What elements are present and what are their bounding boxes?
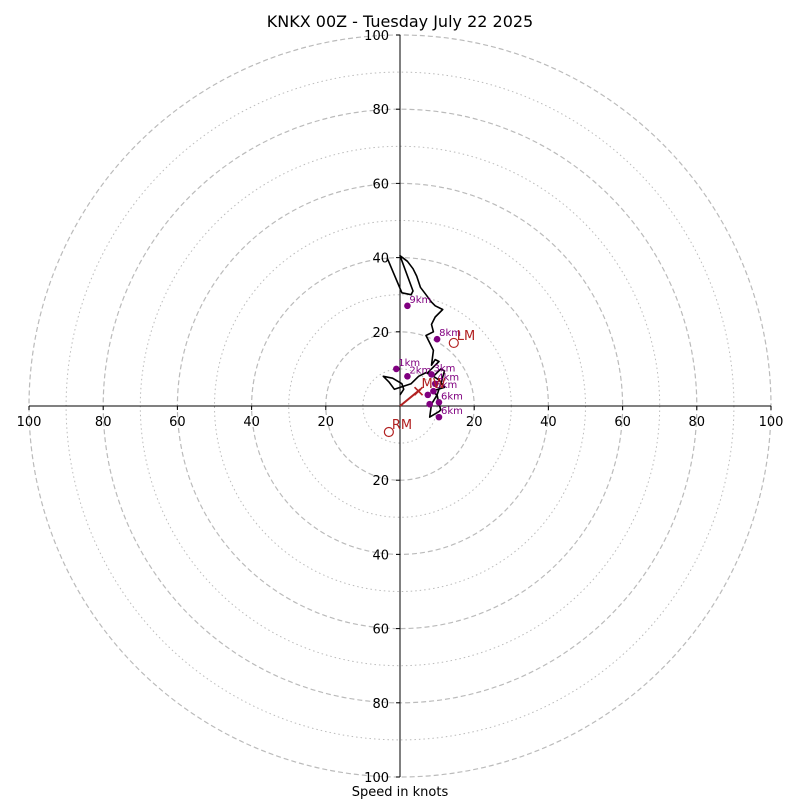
y-tick-label: 100: [364, 771, 389, 786]
mean-wind-label: MW: [422, 377, 446, 392]
height-label: 8km: [439, 328, 461, 339]
height-marker: [431, 380, 439, 388]
height-marker: [426, 400, 433, 408]
height-marker: [430, 387, 437, 395]
right-mover-marker: [383, 426, 394, 438]
x-tick-label: 100: [759, 415, 784, 430]
y-tick-label: 80: [372, 103, 389, 118]
tick-labels: 100 80 60 40 20 20 40 60 80 100 100 80 60 40 20 20 40 60 8…: [17, 29, 784, 786]
height-label: 4km: [437, 373, 459, 384]
height-label: 6km: [441, 391, 463, 402]
y-tick-label: 20: [372, 326, 389, 341]
height-marker: [404, 302, 411, 310]
height-label: 6km: [441, 406, 463, 417]
x-tick-label: 100: [17, 415, 42, 430]
x-tick-label: 60: [614, 415, 631, 430]
height-label: 3km: [434, 363, 456, 374]
x-tick-label: 20: [318, 415, 335, 430]
height-label: 2km: [409, 365, 431, 376]
x-tick-label: 40: [243, 415, 260, 430]
left-mover-label: LM: [457, 329, 475, 344]
y-tick-label: 100: [364, 29, 389, 44]
height-marker: [424, 391, 432, 399]
height-label: 5km: [435, 380, 457, 391]
height-label: 1km: [398, 358, 420, 369]
y-tick-label: 60: [372, 177, 389, 192]
height-marker: [392, 365, 400, 373]
chart-title: KNKX 00Z - Tuesday July 22 2025: [267, 12, 533, 31]
x-tick-label: 80: [95, 415, 112, 430]
y-tick-label: 40: [372, 252, 389, 267]
x-tick-label: 60: [169, 415, 186, 430]
y-tick-label: 80: [372, 697, 389, 712]
height-marker: [433, 335, 441, 343]
x-tick-label: 40: [540, 415, 557, 430]
height-marker: [435, 413, 443, 421]
height-marker: [435, 398, 443, 406]
right-mover-label: RM: [392, 418, 412, 433]
x-axis-label: Speed in knots: [352, 785, 449, 800]
hodograph-line: [382, 254, 446, 418]
left-mover-marker: [448, 337, 459, 349]
x-tick-label: 20: [466, 415, 483, 430]
y-tick-label: 20: [372, 474, 389, 489]
x-tick-label: 80: [689, 415, 706, 430]
y-tick-label: 40: [372, 548, 389, 563]
mean-wind-marker: [413, 386, 424, 396]
height-marker: [404, 373, 411, 380]
height-label: 9km: [409, 295, 431, 306]
y-tick-label: 60: [372, 623, 389, 638]
height-marker: [428, 371, 435, 378]
